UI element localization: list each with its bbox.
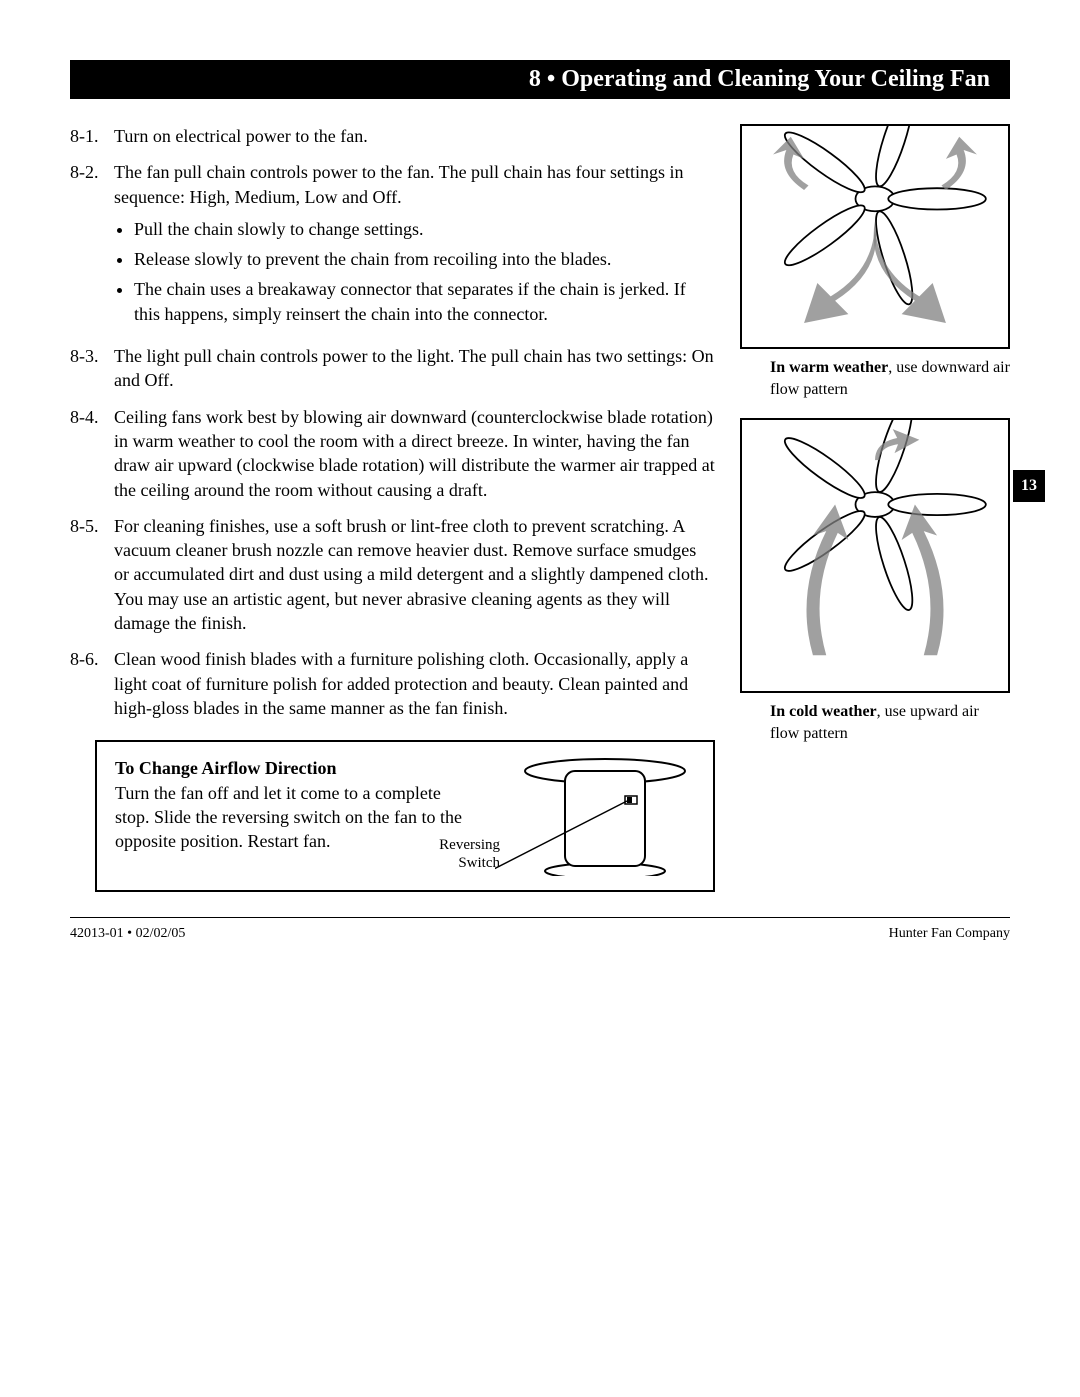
page-footer: 42013-01 • 02/02/05 Hunter Fan Company	[70, 917, 1010, 942]
warm-weather-figure	[740, 124, 1010, 349]
step-8-3: 8-3. The light pull chain controls power…	[70, 344, 715, 393]
step-8-6: 8-6. Clean wood finish blades with a fur…	[70, 647, 715, 720]
step-text: The fan pull chain controls power to the…	[114, 160, 715, 332]
step-text-body: The fan pull chain controls power to the…	[114, 162, 684, 206]
step-text: Turn on electrical power to the fan.	[114, 124, 715, 148]
reversing-switch-figure: Reversing Switch	[495, 756, 695, 876]
step-number: 8-3.	[70, 344, 114, 393]
step-8-5: 8-5. For cleaning finishes, use a soft b…	[70, 514, 715, 635]
callout-title: To Change Airflow Direction	[115, 756, 475, 780]
step-text: Ceiling fans work best by blowing air do…	[114, 405, 715, 502]
warm-caption: In warm weather, use downward air flow p…	[740, 357, 1010, 400]
step-8-1: 8-1. Turn on electrical power to the fan…	[70, 124, 715, 148]
page-number-tab: 13	[1013, 470, 1045, 502]
footer-left: 42013-01 • 02/02/05	[70, 926, 185, 942]
instruction-column: 8-1. Turn on electrical power to the fan…	[70, 124, 715, 892]
step-text: Clean wood finish blades with a furnitur…	[114, 647, 715, 720]
step-8-4: 8-4. Ceiling fans work best by blowing a…	[70, 405, 715, 502]
airflow-callout: To Change Airflow Direction Turn the fan…	[95, 740, 715, 892]
step-number: 8-6.	[70, 647, 114, 720]
step-text: The light pull chain controls power to t…	[114, 344, 715, 393]
figure-column: In warm weather, use downward air flow p…	[740, 124, 1010, 892]
footer-right: Hunter Fan Company	[889, 926, 1010, 942]
step-number: 8-4.	[70, 405, 114, 502]
cold-caption: In cold weather, use upward air flow pat…	[740, 701, 1010, 744]
step-number: 8-2.	[70, 160, 114, 332]
sub-bullet: Release slowly to prevent the chain from…	[134, 247, 715, 271]
sub-bullet: Pull the chain slowly to change settings…	[134, 217, 715, 241]
reversing-switch-label: Reversing Switch	[420, 836, 500, 872]
step-text: For cleaning finishes, use a soft brush …	[114, 514, 715, 635]
step-number: 8-5.	[70, 514, 114, 635]
sub-bullet: The chain uses a breakaway connector tha…	[134, 277, 715, 326]
cold-weather-figure	[740, 418, 1010, 693]
step-number: 8-1.	[70, 124, 114, 148]
step-8-2: 8-2. The fan pull chain controls power t…	[70, 160, 715, 332]
section-header: 8 • Operating and Cleaning Your Ceiling …	[70, 60, 1010, 99]
